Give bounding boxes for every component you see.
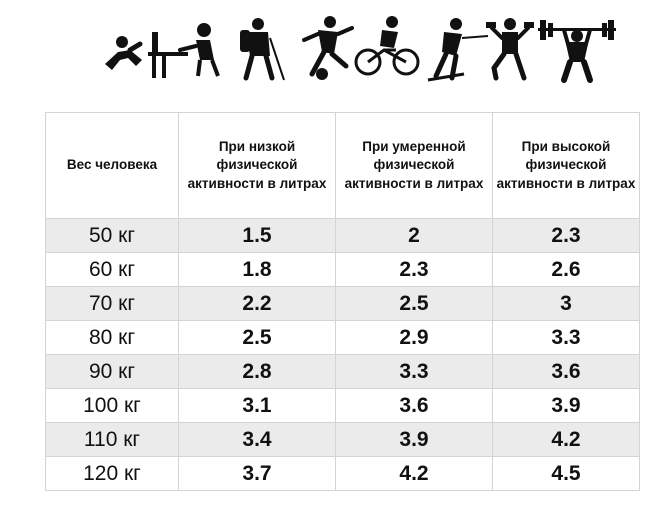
- high-activity-cell: 3.9: [492, 388, 640, 423]
- weight-cell: 70 кг: [45, 286, 179, 321]
- header-high-activity: При высокой физической активности в литр…: [492, 112, 640, 219]
- water-intake-table: Вес человека При низкой физической актив…: [45, 112, 640, 491]
- crawling-baby-icon: [105, 36, 143, 70]
- table-row: 100 кг 3.1 3.6 3.9: [45, 388, 640, 423]
- cyclist-icon: [354, 16, 420, 76]
- low-activity-cell: 2.8: [178, 354, 336, 389]
- table-row: 50 кг 1.5 2 2.3: [45, 218, 640, 253]
- weight-cell: 120 кг: [45, 456, 179, 491]
- table-row: 120 кг 3.7 4.2 4.5: [45, 456, 640, 491]
- moderate-activity-cell: 3.6: [335, 388, 493, 423]
- moderate-activity-cell: 2.9: [335, 320, 493, 355]
- dumbbell-lunge-icon: [486, 18, 534, 81]
- low-activity-cell: 1.5: [178, 218, 336, 253]
- weight-cell: 60 кг: [45, 252, 179, 287]
- moderate-activity-cell: 2: [335, 218, 493, 253]
- soccer-player-icon: [302, 16, 354, 80]
- table-row: 70 кг 2.2 2.5 3: [45, 286, 640, 321]
- high-activity-cell: 3: [492, 286, 640, 321]
- weight-cell: 90 кг: [45, 354, 179, 389]
- table-row: 90 кг 2.8 3.3 3.6: [45, 354, 640, 389]
- table-header-row: Вес человека При низкой физической актив…: [45, 112, 640, 219]
- weight-cell: 100 кг: [45, 388, 179, 423]
- header-low-activity: При низкой физической активности в литра…: [178, 112, 336, 219]
- header-moderate-activity: При умеренной физической активности в ли…: [335, 112, 493, 219]
- high-activity-cell: 3.3: [492, 320, 640, 355]
- activity-icons-strip: [100, 14, 620, 84]
- table-row: 60 кг 1.8 2.3 2.6: [45, 252, 640, 287]
- moderate-activity-cell: 3.3: [335, 354, 493, 389]
- skier-icon: [427, 18, 489, 82]
- moderate-activity-cell: 3.9: [335, 422, 493, 457]
- high-activity-cell: 4.5: [492, 456, 640, 491]
- moderate-activity-cell: 2.3: [335, 252, 493, 287]
- moderate-activity-cell: 2.5: [335, 286, 493, 321]
- low-activity-cell: 2.2: [178, 286, 336, 321]
- high-activity-cell: 3.6: [492, 354, 640, 389]
- low-activity-cell: 1.8: [178, 252, 336, 287]
- weight-cell: 50 кг: [45, 218, 179, 253]
- low-activity-cell: 3.7: [178, 456, 336, 491]
- low-activity-cell: 3.1: [178, 388, 336, 423]
- high-activity-cell: 2.6: [492, 252, 640, 287]
- hiker-icon: [240, 18, 285, 81]
- weight-cell: 110 кг: [45, 422, 179, 457]
- low-activity-cell: 3.4: [178, 422, 336, 457]
- low-activity-cell: 2.5: [178, 320, 336, 355]
- high-activity-cell: 2.3: [492, 218, 640, 253]
- header-weight: Вес человека: [45, 112, 179, 219]
- weight-cell: 80 кг: [45, 320, 179, 355]
- office-worker-icon: [148, 23, 220, 78]
- table-row: 80 кг 2.5 2.9 3.3: [45, 320, 640, 355]
- weightlifter-icon: [538, 20, 616, 83]
- table-row: 110 кг 3.4 3.9 4.2: [45, 422, 640, 457]
- moderate-activity-cell: 4.2: [335, 456, 493, 491]
- high-activity-cell: 4.2: [492, 422, 640, 457]
